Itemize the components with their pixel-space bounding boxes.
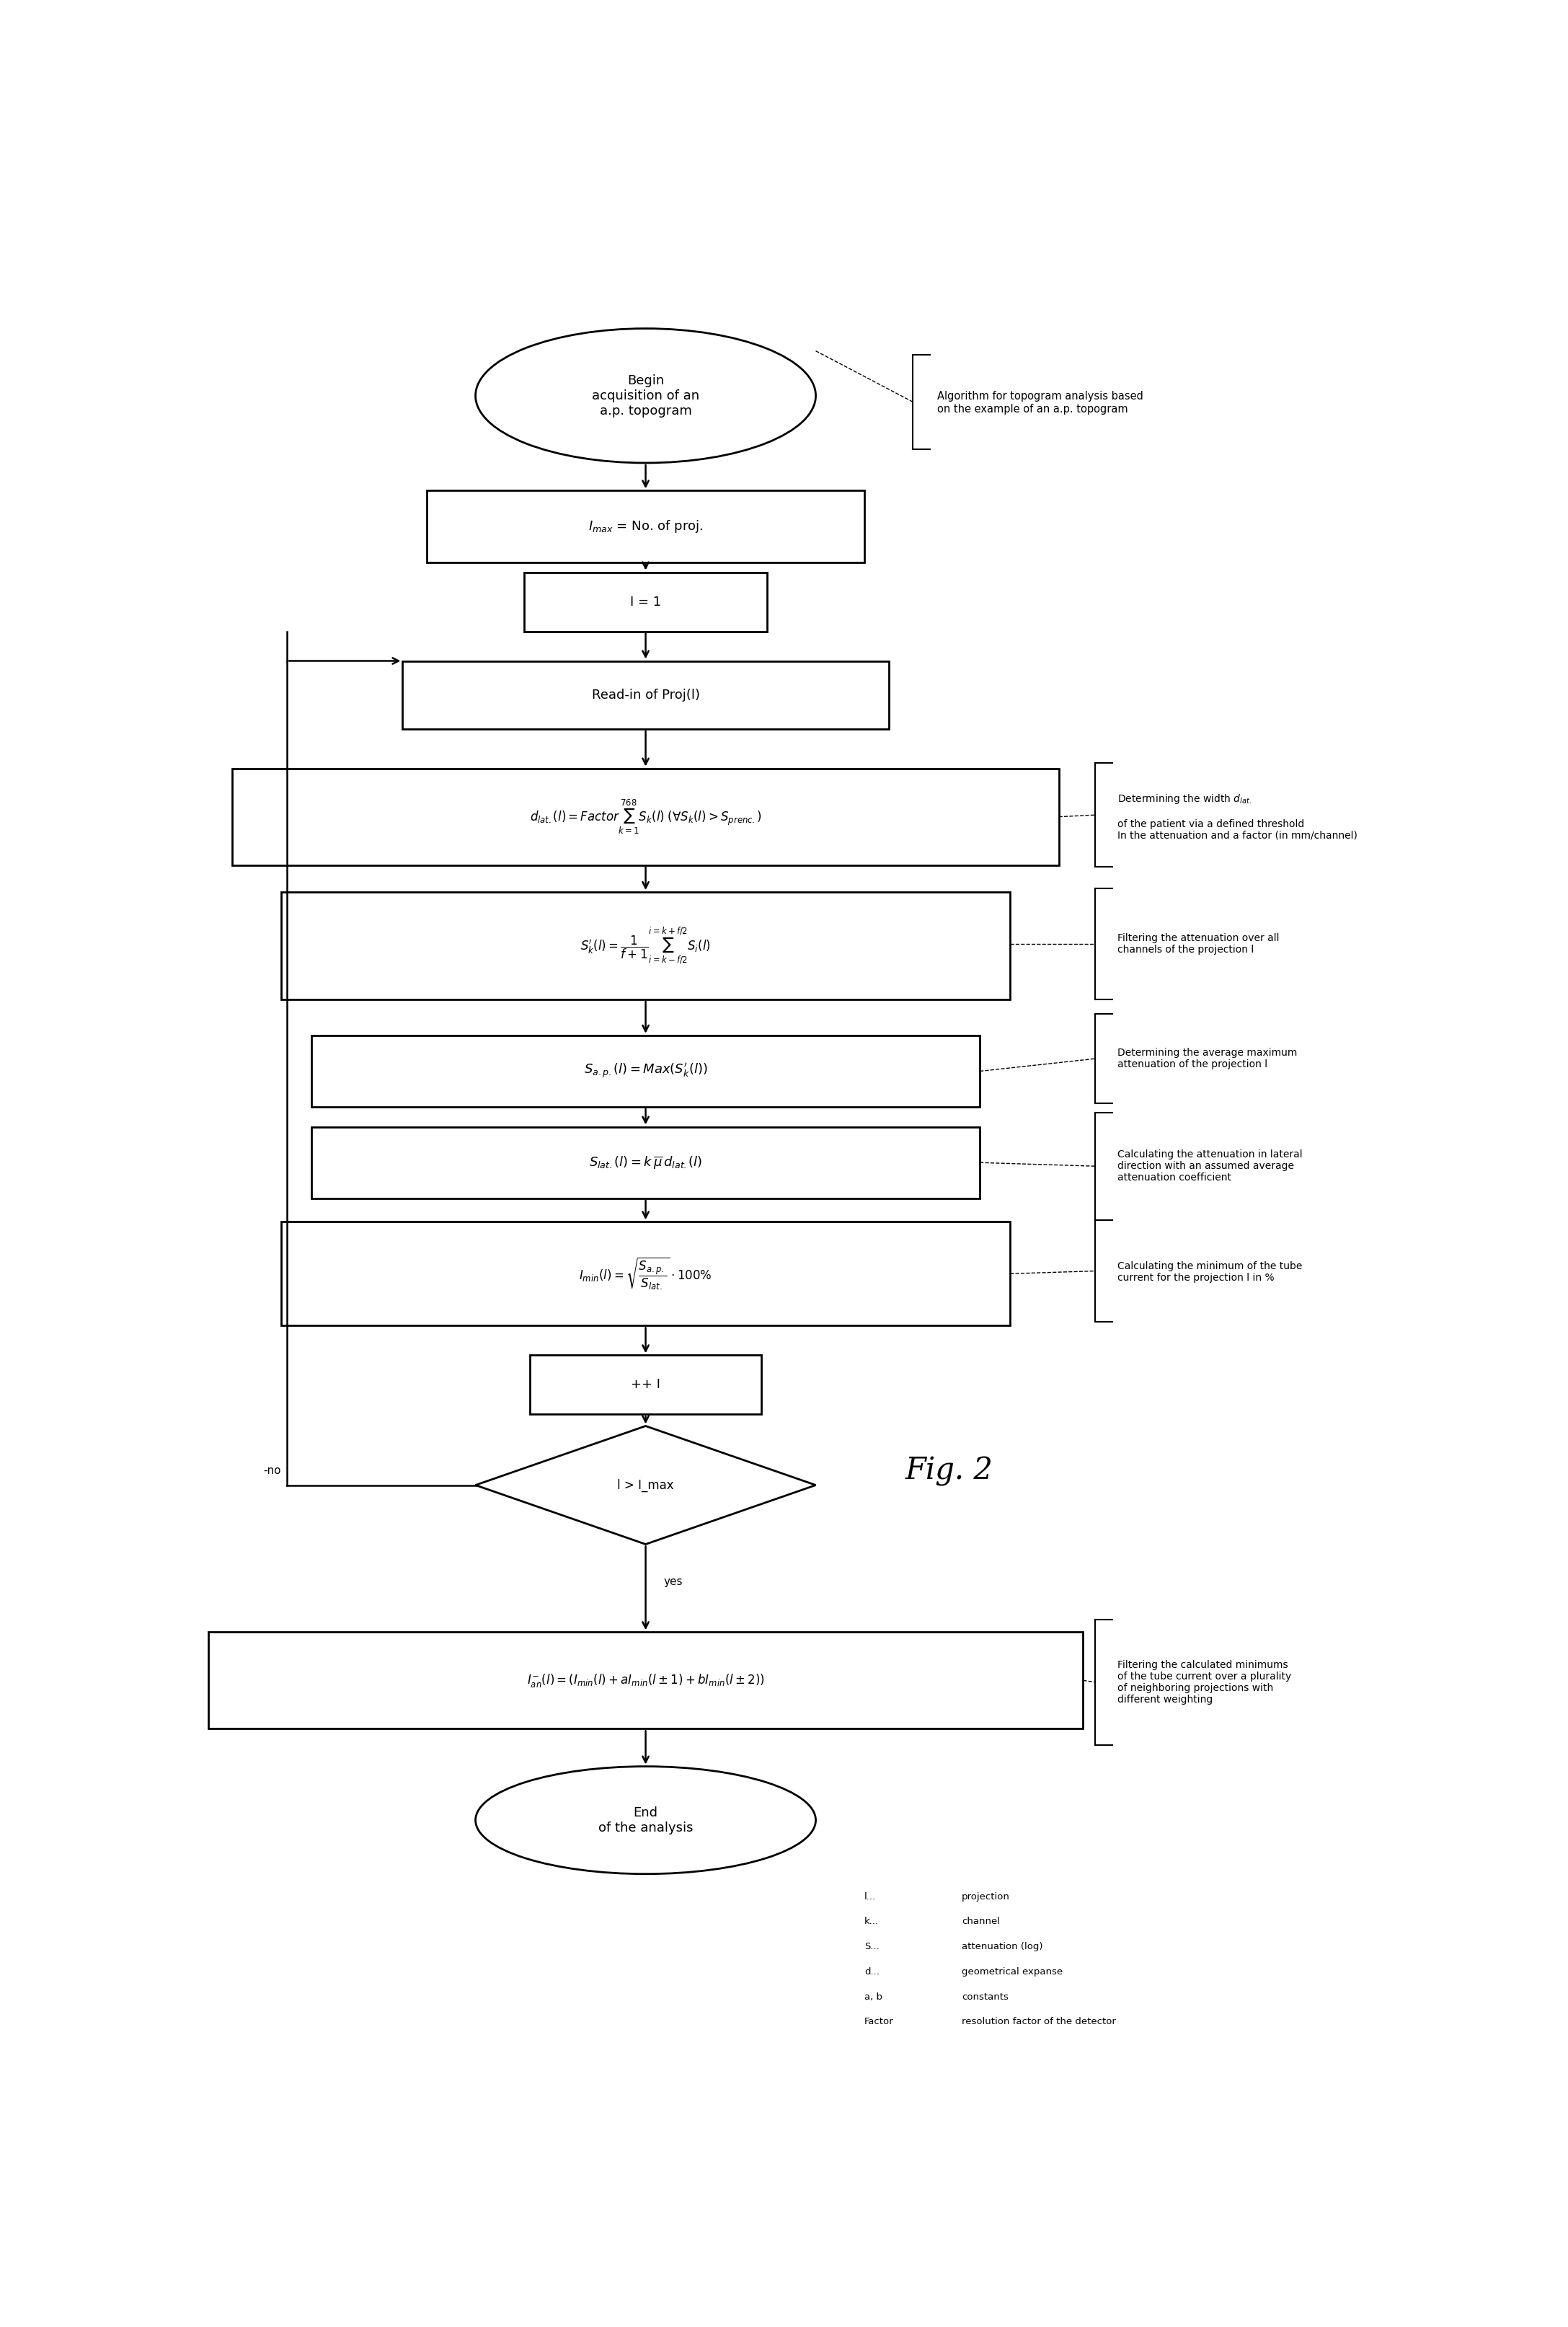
Text: Algorithm for topogram analysis based
on the example of an a.p. topogram: Algorithm for topogram analysis based on… [938,391,1143,414]
Ellipse shape [475,1766,815,1873]
Text: -no: -no [263,1466,281,1475]
Text: End
of the analysis: End of the analysis [599,1806,693,1834]
Text: I = 1: I = 1 [630,596,662,607]
Text: Filtering the attenuation over all
channels of the projection l: Filtering the attenuation over all chann… [1116,933,1279,954]
FancyBboxPatch shape [403,661,889,728]
Text: l > I_max: l > I_max [618,1478,674,1492]
Text: geometrical expanse: geometrical expanse [961,1966,1063,1976]
Text: Calculating the attenuation in lateral
direction with an assumed average
attenua: Calculating the attenuation in lateral d… [1116,1150,1301,1182]
Text: a, b: a, b [864,1992,883,2001]
FancyBboxPatch shape [281,1222,1010,1326]
Text: Fig. 2: Fig. 2 [905,1457,994,1487]
Text: $S_{a.p.}(l) = Max(S_k^{\prime}(l))$: $S_{a.p.}(l) = Max(S_k^{\prime}(l))$ [583,1061,707,1080]
FancyBboxPatch shape [530,1354,760,1415]
FancyBboxPatch shape [209,1631,1083,1729]
FancyBboxPatch shape [312,1036,980,1108]
Text: $I_{min}(l) = \sqrt{\dfrac{S_{a.p.}}{S_{lat.}}}\cdot 100\%$: $I_{min}(l) = \sqrt{\dfrac{S_{a.p.}}{S_{… [579,1257,712,1291]
Text: Read-in of Proj(l): Read-in of Proj(l) [591,689,699,700]
Text: $S_{lat.}(l) = k\,\overline{\mu}\,d_{lat.}(l)$: $S_{lat.}(l) = k\,\overline{\mu}\,d_{lat… [590,1154,702,1170]
FancyBboxPatch shape [524,572,767,631]
Text: projection: projection [961,1892,1010,1901]
FancyBboxPatch shape [426,491,864,563]
Text: $d_{lat.}(l) = Factor\sum_{k=1}^{768} S_k(l)\;(\forall S_k(l) > S_{prenc.})$: $d_{lat.}(l) = Factor\sum_{k=1}^{768} S_… [530,798,762,835]
Text: constants: constants [961,1992,1008,2001]
Text: channel: channel [961,1917,1000,1927]
Text: $I_{max}$ = No. of proj.: $I_{max}$ = No. of proj. [588,519,702,535]
Text: Factor: Factor [864,2018,894,2027]
Text: yes: yes [663,1575,684,1587]
Text: l...: l... [864,1892,877,1901]
Text: Calculating the minimum of the tube
current for the projection l in %: Calculating the minimum of the tube curr… [1116,1261,1301,1282]
Polygon shape [475,1426,815,1545]
Text: ++ I: ++ I [630,1378,660,1392]
Text: Begin
acquisition of an
a.p. topogram: Begin acquisition of an a.p. topogram [591,375,699,417]
Text: $I_{an}^{-}(l) = (I_{min}(l) + aI_{min}(l\pm 1) + bI_{min}(l\pm 2))$: $I_{an}^{-}(l) = (I_{min}(l) + aI_{min}(… [527,1673,765,1689]
Text: Determining the width $d_{lat.}$

of the patient via a defined threshold
In the : Determining the width $d_{lat.}$ of the … [1116,794,1356,840]
Text: $S_k^{\prime}(l) = \dfrac{1}{f+1}\sum_{i=k-f/2}^{i=k+f/2} S_i(l)$: $S_k^{\prime}(l) = \dfrac{1}{f+1}\sum_{i… [580,926,710,966]
Text: S...: S... [864,1943,880,1952]
Ellipse shape [475,328,815,463]
Text: Determining the average maximum
attenuation of the projection l: Determining the average maximum attenuat… [1116,1047,1297,1070]
Text: d...: d... [864,1966,880,1976]
Text: resolution factor of the detector: resolution factor of the detector [961,2018,1116,2027]
Text: k...: k... [864,1917,880,1927]
FancyBboxPatch shape [281,891,1010,1001]
FancyBboxPatch shape [232,768,1058,866]
Text: attenuation (log): attenuation (log) [961,1943,1043,1952]
FancyBboxPatch shape [312,1126,980,1198]
Text: Filtering the calculated minimums
of the tube current over a plurality
of neighb: Filtering the calculated minimums of the… [1116,1659,1290,1706]
